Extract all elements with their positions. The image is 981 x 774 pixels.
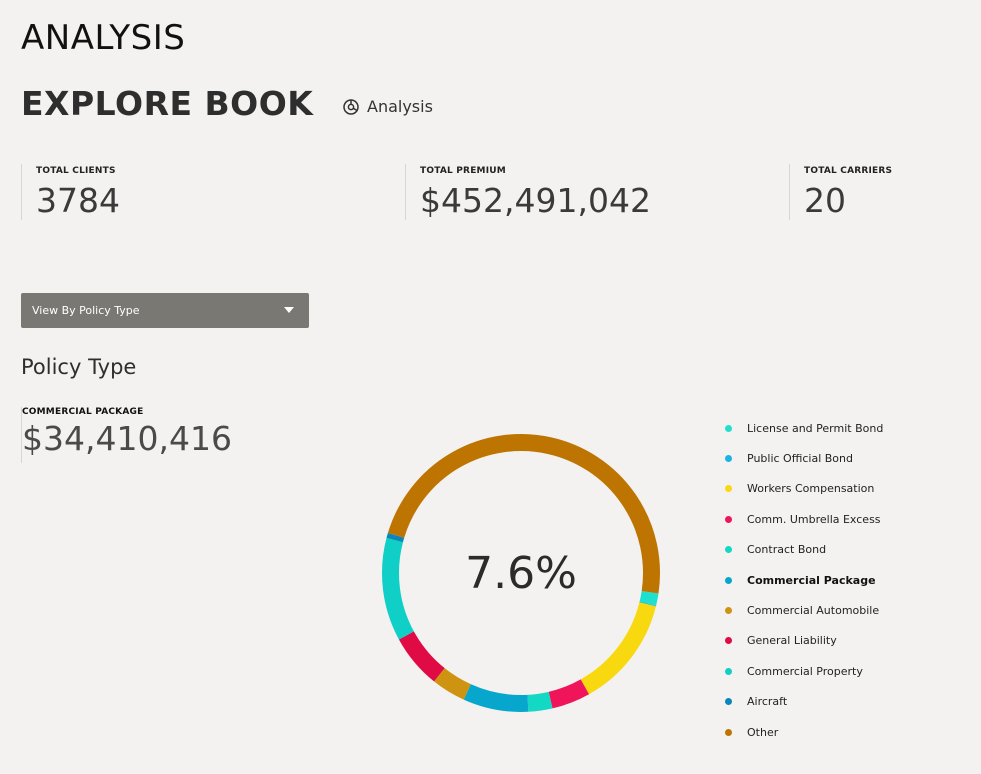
- legend-label: Aircraft: [747, 695, 788, 709]
- legend-item[interactable]: Commercial Property: [725, 656, 883, 686]
- legend-label: General Liability: [747, 634, 837, 648]
- chart-pie-icon: [342, 98, 360, 116]
- stat-value: 3784: [36, 181, 120, 220]
- legend-label: Contract Bond: [747, 543, 827, 557]
- legend-dot-icon: [725, 667, 732, 675]
- donut-segment-comm-umbrella-excess[interactable]: [548, 679, 590, 709]
- legend-item[interactable]: General Liability: [725, 626, 883, 656]
- donut-segment-commercial-property[interactable]: [382, 537, 414, 640]
- legend-item[interactable]: Public Official Bond: [725, 443, 883, 473]
- legend-item[interactable]: Workers Compensation: [725, 474, 883, 504]
- donut-segment-commercial-package[interactable]: [463, 684, 529, 712]
- legend-item[interactable]: Aircraft: [725, 687, 883, 717]
- selected-segment-value: $34,410,416: [22, 419, 232, 458]
- donut-segment-license-and-permit-bond[interactable]: [639, 590, 659, 606]
- legend-label: License and Permit Bond: [747, 421, 884, 435]
- legend-dot-icon: [725, 515, 732, 523]
- legend-item[interactable]: Comm. Umbrella Excess: [725, 504, 883, 534]
- legend-label: Public Official Bond: [747, 452, 853, 466]
- policy-type-donut-chart: 7.6%: [370, 422, 672, 724]
- donut-segment-other[interactable]: [387, 434, 660, 594]
- stat-total-clients: TOTAL CLIENTS 3784: [21, 164, 120, 220]
- legend-dot-icon: [725, 576, 732, 584]
- caret-down-icon: [284, 307, 294, 313]
- legend-label: Commercial Automobile: [747, 604, 880, 618]
- selected-segment-summary: COMMERCIAL PACKAGE $34,410,416: [21, 407, 232, 463]
- stat-label: TOTAL CARRIERS: [804, 166, 893, 176]
- breadcrumb-label: Analysis: [367, 97, 433, 116]
- legend-dot-icon: [725, 485, 732, 493]
- legend-label: Other: [747, 725, 779, 739]
- stat-value: 20: [804, 181, 846, 220]
- stat-total-premium: TOTAL PREMIUM $452,491,042: [405, 164, 651, 220]
- explore-book-heading: EXPLORE BOOK: [21, 84, 314, 123]
- dropdown-selected-label: View By Policy Type: [32, 304, 140, 317]
- donut-svg: [382, 434, 660, 712]
- legend-label: Comm. Umbrella Excess: [747, 512, 881, 526]
- legend-item[interactable]: License and Permit Bond: [725, 413, 883, 443]
- legend-item[interactable]: Commercial Package: [725, 565, 883, 595]
- selected-segment-label: COMMERCIAL PACKAGE: [22, 407, 144, 417]
- stat-label: TOTAL PREMIUM: [420, 166, 506, 176]
- view-by-dropdown[interactable]: View By Policy Type: [21, 293, 309, 328]
- legend-dot-icon: [725, 455, 732, 463]
- legend-dot-icon: [725, 607, 732, 615]
- legend-dot-icon: [725, 637, 732, 645]
- legend-dot-icon: [725, 698, 732, 706]
- legend-dot-icon: [725, 424, 732, 432]
- chart-legend: License and Permit Bond Public Official B…: [725, 413, 883, 747]
- legend-item[interactable]: Other: [725, 717, 883, 747]
- legend-label: Workers Compensation: [747, 482, 875, 496]
- stat-label: TOTAL CLIENTS: [36, 166, 116, 176]
- legend-label: Commercial Property: [747, 664, 863, 678]
- legend-dot-icon: [725, 728, 732, 736]
- legend-dot-icon: [725, 546, 732, 554]
- legend-item[interactable]: Commercial Automobile: [725, 595, 883, 625]
- legend-item[interactable]: Contract Bond: [725, 535, 883, 565]
- analysis-breadcrumb[interactable]: Analysis: [342, 97, 433, 116]
- stat-total-carriers: TOTAL CARRIERS 20: [789, 164, 892, 220]
- donut-segment-commercial-automobile[interactable]: [434, 668, 471, 700]
- stat-value: $452,491,042: [420, 181, 651, 220]
- page-title: ANALYSIS: [21, 18, 186, 58]
- donut-segment-general-liability[interactable]: [398, 631, 445, 682]
- donut-segment-workers-compensation[interactable]: [580, 602, 656, 695]
- legend-label: Commercial Package: [747, 573, 876, 587]
- section-title: Policy Type: [21, 355, 137, 379]
- donut-segment-aircraft[interactable]: [386, 532, 405, 543]
- donut-segment-contract-bond[interactable]: [527, 691, 553, 712]
